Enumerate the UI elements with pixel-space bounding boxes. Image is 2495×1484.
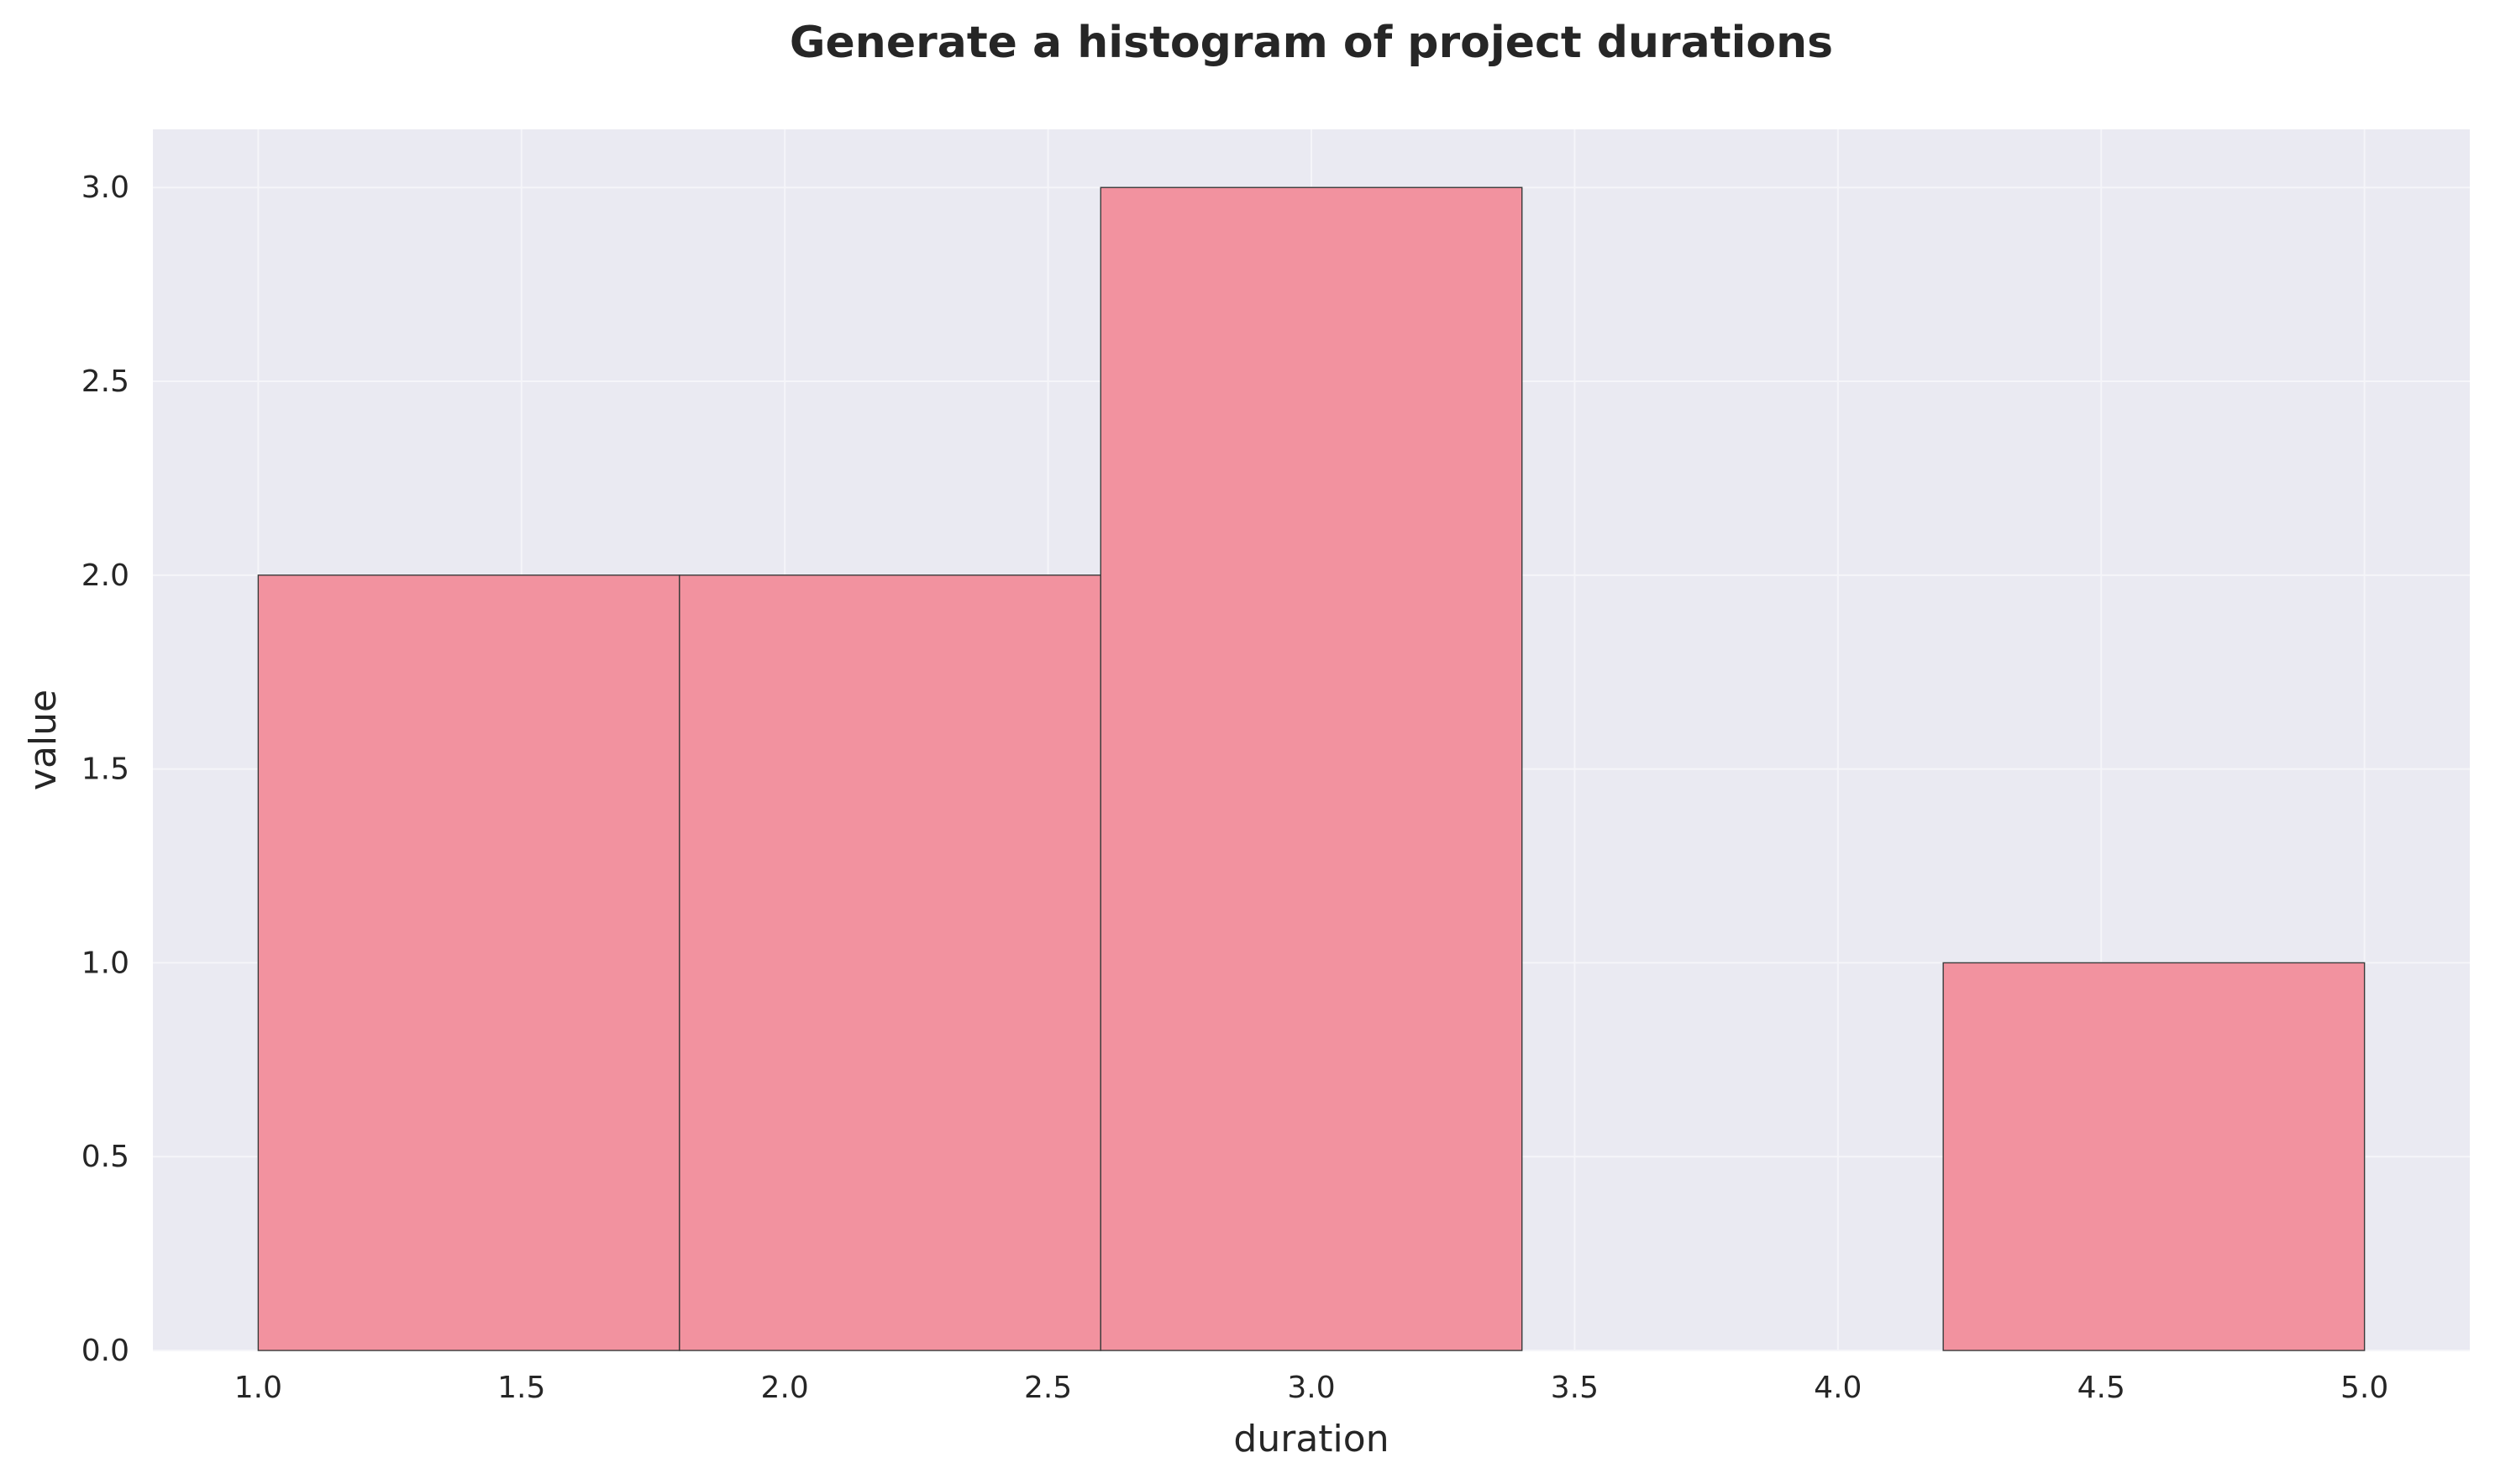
x-tick-label: 4.5 [2077,1371,2125,1405]
y-axis-label: value [22,690,65,790]
x-tick-label: 4.0 [1814,1371,1862,1405]
x-tick-label: 3.5 [1551,1371,1599,1405]
histogram-bar-1 [257,574,680,1351]
x-axis-label: duration [1233,1418,1389,1460]
histogram-bars [257,186,2366,1351]
y-axis-ticks: 0.0 0.5 1.0 1.5 2.0 2.5 3.0 [81,170,129,1368]
y-tick-label: 3.0 [81,170,129,205]
chart-title: Generate a histogram of project duration… [790,18,1833,68]
y-tick-label: 1.5 [81,752,129,787]
histogram-bar-3 [1100,186,1523,1351]
y-tick-label: 2.5 [81,364,129,399]
y-tick-label: 0.5 [81,1140,129,1174]
y-tick-label: 0.0 [81,1334,129,1368]
x-tick-label: 3.0 [1287,1371,1335,1405]
y-tick-label: 2.0 [81,558,129,593]
histogram-bar-5 [1942,962,2366,1351]
x-tick-label: 1.5 [497,1371,545,1405]
y-tick-label: 1.0 [81,946,129,980]
x-tick-label: 1.0 [234,1371,282,1405]
histogram-bar-2 [679,574,1101,1351]
x-tick-label: 5.0 [2340,1371,2388,1405]
x-tick-label: 2.0 [761,1371,809,1405]
x-tick-label: 2.5 [1024,1371,1072,1405]
x-axis-ticks: 1.0 1.5 2.0 2.5 3.0 3.5 4.0 4.5 5.0 [234,1371,2389,1405]
